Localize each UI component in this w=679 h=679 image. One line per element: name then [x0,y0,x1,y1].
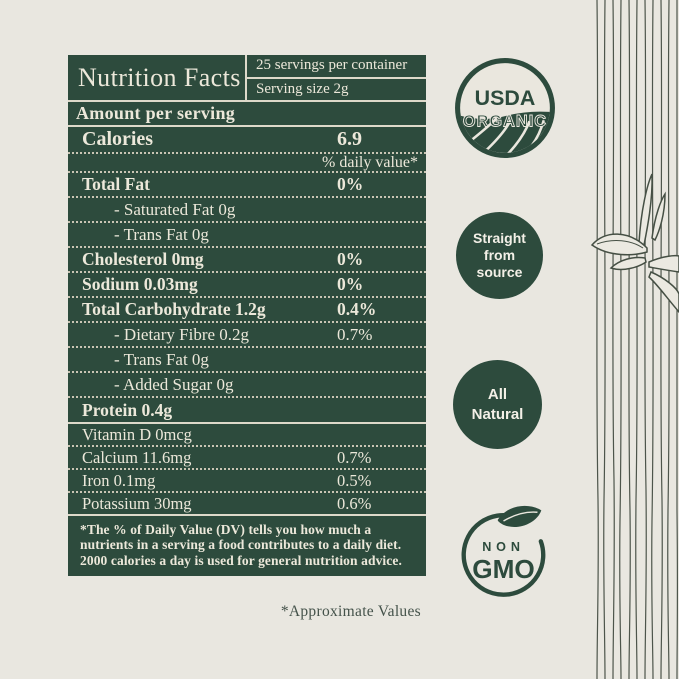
nutrient-row-protein: Protein 0.4g [68,398,426,424]
badge-line: source [476,263,523,280]
badge-text: Straight from source [473,230,526,280]
nutrient-value: 0.7% [337,324,373,344]
organic-text: ORGANIC [463,112,547,130]
gmo-ring [461,512,546,597]
badge-line: Natural [471,405,524,423]
amount-per-serving-bar: Amount per serving [76,103,236,123]
badge-text: All Natural [472,385,524,424]
serving-info: 25 servings per container Serving size 2… [247,55,426,100]
badge-line: All [487,386,508,403]
daily-value-header: % daily value* [68,154,426,173]
nutrient-row-vitamin-d: Vitamin D 0mcg [68,424,426,447]
usda-text: USDA [475,86,536,110]
leaf-vein [503,511,538,522]
non-gmo-badge: NON GMO [461,505,546,597]
nutrient-value: 0.7% [337,447,372,467]
nutrient-value: 0% [337,249,364,269]
nutrient-row-calcium: Calcium 11.6mg 0.7% [68,447,426,470]
nutrient-row-dietary-fibre: - Dietary Fibre 0.2g 0.7% [68,323,426,348]
nutrient-label: - Trans Fat 0g [114,349,209,369]
nutrient-row-sodium: Sodium 0.03mg 0% [68,273,426,298]
nutrient-row-calories: Calories 6.9 [68,127,426,154]
nutrition-facts-label: Nutrition Facts 25 servings per containe… [68,55,426,577]
leaf-icon [497,505,542,527]
nutrient-label: - Added Sugar 0g [114,374,234,394]
divider [68,100,426,102]
nutrient-value: 0% [337,174,364,194]
nutrient-value: 0% [337,274,364,294]
nutrient-label: Sodium 0.03mg [82,274,198,294]
approximate-values-note: *Approximate Values [280,603,421,620]
daily-value-footnote: *The % of Daily Value (DV) tells you how… [80,522,402,568]
nutrient-value: 0.6% [337,493,372,513]
nutrient-value: 6.9 [337,128,362,150]
nutrient-row-total-carbohydrate: Total Carbohydrate 1.2g 0.4% [68,298,426,323]
divider [68,125,426,127]
nutrient-row-total-fat: Total Fat 0% [68,173,426,198]
gmo-text: GMO [472,554,535,584]
nutrient-value: 0.5% [337,470,372,490]
serving-size: Serving size 2g [256,80,349,97]
nutrient-label: - Trans Fat 0g [114,224,209,244]
nutrient-label: Total Carbohydrate 1.2g [82,299,266,319]
badge-line: from [483,247,516,264]
nutrient-label: Potassium 30mg [82,493,192,513]
label-title: Nutrition Facts [68,55,247,100]
non-text: NON [482,540,525,554]
nutrient-row-added-sugar: - Added Sugar 0g [68,373,426,398]
badge-line: Straight [473,230,526,247]
nutrient-row-potassium: Potassium 30mg 0.6% [68,493,426,516]
nutrient-label: Cholesterol 0mg [82,249,204,269]
bamboo-leaves [590,173,679,314]
usda-organic-seal-icon: USDA ORGANIC [455,58,555,158]
nutrient-label: Protein 0.4g [82,399,173,420]
bamboo-illustration [590,0,679,679]
nutrient-label: Vitamin D 0mcg [82,424,192,444]
nutrient-row-trans-fat-2: - Trans Fat 0g [68,348,426,373]
nutrient-value: 0.4% [337,299,377,319]
servings-per-container: 25 servings per container [247,55,426,79]
nutrient-label: Calories [82,128,154,150]
nutrient-label: - Dietary Fibre 0.2g [114,324,250,344]
all-natural-badge: All Natural [453,360,542,449]
nutrient-row-cholesterol: Cholesterol 0mg 0% [68,248,426,273]
nutrient-label: Calcium 11.6mg [82,447,192,467]
nutrient-label: Iron 0.1mg [82,470,156,490]
nutrient-row-iron: Iron 0.1mg 0.5% [68,470,426,493]
nutrient-label: Total Fat [82,174,150,194]
label-header: Nutrition Facts 25 servings per containe… [68,55,426,100]
nutrient-label: - Saturated Fat 0g [114,199,236,219]
straight-from-source-badge: Straight from source [456,212,543,299]
bamboo-stalk-lines [596,0,679,679]
nutrient-row-trans-fat: - Trans Fat 0g [68,223,426,248]
nutrient-row-saturated-fat: - Saturated Fat 0g [68,198,426,223]
